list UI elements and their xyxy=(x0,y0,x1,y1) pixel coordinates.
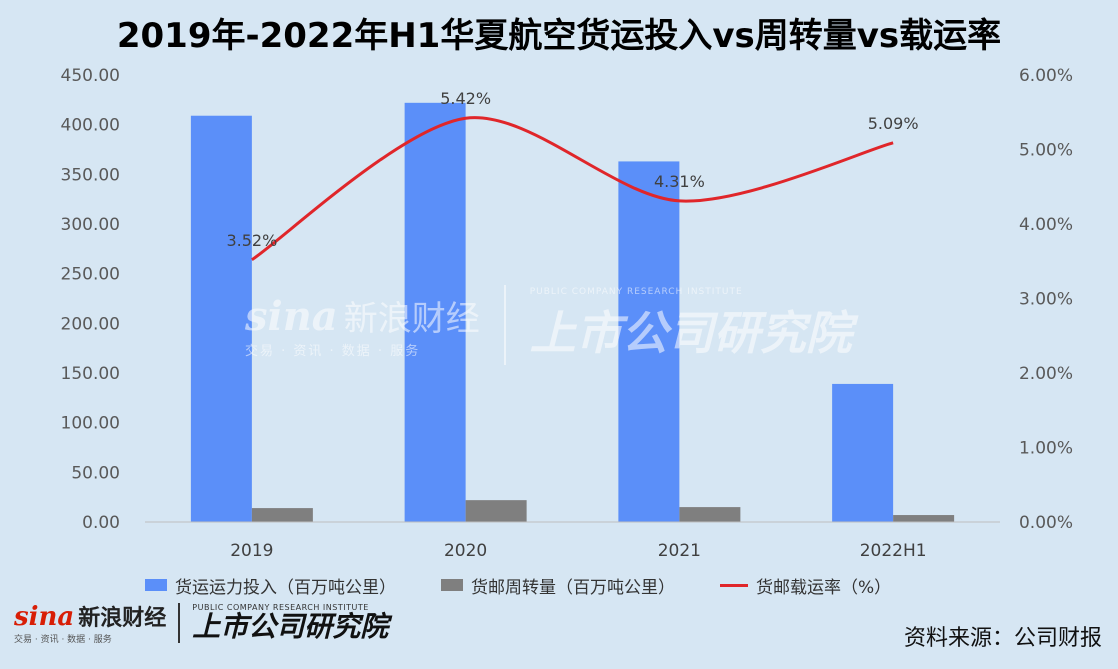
rate-data-labels: 3.52% 5.42% 4.31% 5.09% xyxy=(226,89,918,250)
bar-turnover xyxy=(465,500,527,522)
left-axis-tick-label: 200.00 xyxy=(61,314,120,334)
bar-capacity xyxy=(618,161,680,523)
x-axis-tick-label: 2019 xyxy=(230,541,273,561)
data-source: 资料来源：公司财报 xyxy=(903,626,1102,651)
rate-data-label: 5.42% xyxy=(440,89,491,108)
right-axis-tick-label: 3.00% xyxy=(1019,290,1073,310)
rate-series-line xyxy=(251,116,894,262)
legend-swatch-gray xyxy=(441,579,463,591)
right-axis-tick-label: 6.00% xyxy=(1019,66,1073,86)
x-axis-tick-label: 2021 xyxy=(658,541,701,561)
right-axis-tick-label: 0.00% xyxy=(1019,513,1073,533)
legend-label-capacity: 货运运力投入（百万吨公里） xyxy=(175,577,396,598)
rate-data-label: 5.09% xyxy=(868,114,919,133)
left-axis-ticks: 0.00 50.00 100.00 150.00 200.00 250.00 300.00 3… xyxy=(61,66,120,533)
bar-turnover xyxy=(893,515,955,522)
left-axis-tick-label: 250.00 xyxy=(61,265,120,285)
bar-turnover xyxy=(251,508,313,522)
right-axis-tick-label: 2.00% xyxy=(1019,364,1073,384)
legend-swatch-blue xyxy=(145,579,167,591)
institute-cn: 上市公司研究院 xyxy=(192,610,389,643)
right-axis-tick-label: 4.00% xyxy=(1019,215,1073,235)
right-axis-tick-label: 1.00% xyxy=(1019,439,1073,459)
left-axis-tick-label: 0.00 xyxy=(82,513,120,533)
rate-data-label: 4.31% xyxy=(654,172,705,191)
x-axis-tick-label: 2022H1 xyxy=(860,541,927,561)
left-axis-tick-label: 150.00 xyxy=(61,364,120,384)
left-axis-tick-label: 50.00 xyxy=(71,463,120,483)
sina-logo: sina xyxy=(14,602,75,632)
legend-label-turnover: 货邮周转量（百万吨公里） xyxy=(471,577,675,598)
bar-turnover xyxy=(679,507,741,522)
x-axis-tick-label: 2020 xyxy=(444,541,487,561)
right-axis-tick-label: 5.00% xyxy=(1019,141,1073,161)
right-axis-ticks: 0.00% 1.00% 2.00% 3.00% 4.00% 5.00% 6.00% xyxy=(1019,66,1073,533)
left-axis-tick-label: 100.00 xyxy=(61,414,120,434)
left-axis-tick-label: 400.00 xyxy=(61,116,120,136)
left-axis-tick-label: 350.00 xyxy=(61,165,120,185)
legend-label-rate: 货邮载运率（%） xyxy=(756,577,892,598)
footer-logo: sina 新浪财经 交易 · 资讯 · 数据 · 服务 PUBLIC COMPA… xyxy=(14,600,388,645)
sina-brand-sub: 交易 · 资讯 · 数据 · 服务 xyxy=(14,635,112,645)
chart-title: 2019年-2022年H1华夏航空货运投入vs周转量vs载运率 xyxy=(116,16,1002,56)
chart-legend: 货运运力投入（百万吨公里） 货邮周转量（百万吨公里） 货邮载运率（%） xyxy=(145,572,936,598)
bar-capacity xyxy=(190,115,252,522)
legend-item-turnover: 货邮周转量（百万吨公里） xyxy=(441,573,675,598)
footer-divider xyxy=(178,602,181,643)
rate-data-label: 3.52% xyxy=(226,231,277,250)
category-labels: 2019 2020 2021 2022H1 xyxy=(230,541,926,561)
legend-item-rate: 货邮载运率（%） xyxy=(720,573,891,598)
bar-capacity xyxy=(832,383,894,522)
bar-capacity xyxy=(404,102,466,523)
sina-brand-cn: 新浪财经 xyxy=(78,606,167,631)
left-axis-tick-label: 300.00 xyxy=(61,215,120,235)
left-axis-tick-label: 450.00 xyxy=(61,66,120,86)
institute-en: PUBLIC COMPANY RESEARCH INSTITUTE xyxy=(192,603,369,612)
bar-series xyxy=(190,102,955,523)
legend-swatch-red xyxy=(720,583,748,587)
legend-item-capacity: 货运运力投入（百万吨公里） xyxy=(145,573,396,598)
